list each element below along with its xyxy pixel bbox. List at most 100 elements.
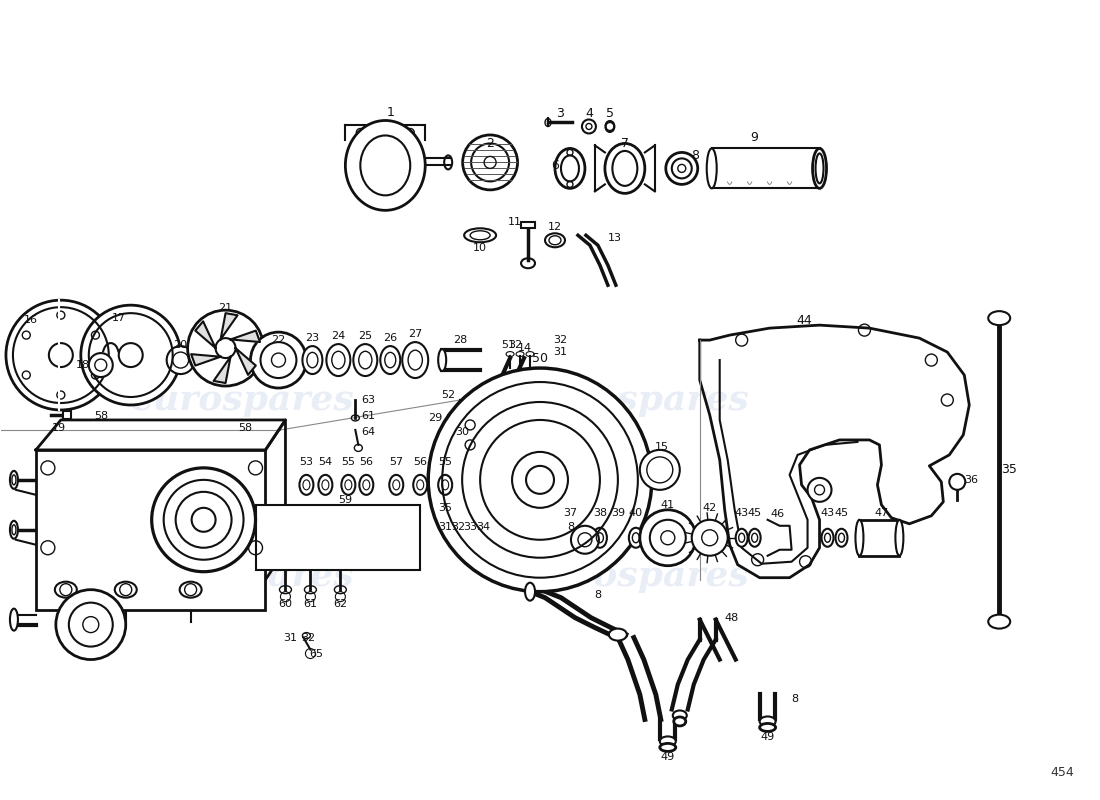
- Text: 16: 16: [24, 315, 37, 325]
- Ellipse shape: [327, 344, 350, 376]
- Ellipse shape: [660, 743, 675, 751]
- Text: 24: 24: [331, 331, 345, 341]
- Text: 48: 48: [725, 613, 739, 622]
- Text: 26: 26: [383, 333, 397, 343]
- Text: eurospares: eurospares: [526, 558, 750, 593]
- Text: 32: 32: [508, 340, 522, 350]
- Text: eurospares: eurospares: [526, 383, 750, 417]
- Circle shape: [152, 468, 255, 572]
- Text: 6: 6: [551, 159, 559, 172]
- Ellipse shape: [660, 737, 675, 746]
- Circle shape: [167, 346, 195, 374]
- Text: 40: 40: [629, 508, 642, 518]
- Ellipse shape: [736, 529, 748, 546]
- Ellipse shape: [895, 520, 903, 556]
- Text: eurospares: eurospares: [131, 383, 354, 417]
- Text: 39: 39: [610, 508, 625, 518]
- Ellipse shape: [464, 228, 496, 242]
- Circle shape: [56, 590, 125, 659]
- Ellipse shape: [345, 121, 426, 210]
- Text: 45: 45: [835, 508, 848, 518]
- Ellipse shape: [10, 471, 18, 489]
- Text: 12: 12: [548, 222, 562, 232]
- Text: 36: 36: [965, 475, 978, 485]
- Text: 60: 60: [278, 598, 293, 609]
- Ellipse shape: [822, 529, 834, 546]
- Ellipse shape: [760, 723, 775, 731]
- Polygon shape: [235, 348, 256, 375]
- Circle shape: [6, 300, 115, 410]
- Text: 25: 25: [359, 331, 373, 341]
- Circle shape: [666, 153, 697, 184]
- Text: 32: 32: [451, 522, 465, 532]
- Text: 59: 59: [339, 495, 352, 505]
- Text: 64: 64: [361, 427, 375, 437]
- Text: 52: 52: [441, 390, 455, 400]
- Text: 29: 29: [428, 413, 442, 423]
- Ellipse shape: [525, 582, 535, 601]
- Ellipse shape: [605, 143, 645, 194]
- Text: 37: 37: [563, 508, 578, 518]
- Text: 50: 50: [532, 351, 548, 365]
- Text: 55: 55: [341, 457, 355, 467]
- Polygon shape: [196, 322, 216, 348]
- Ellipse shape: [760, 717, 775, 726]
- Polygon shape: [231, 330, 260, 342]
- Polygon shape: [191, 354, 221, 366]
- Text: 63: 63: [361, 395, 375, 405]
- Ellipse shape: [361, 135, 410, 195]
- Text: 7: 7: [620, 137, 629, 150]
- Text: 4: 4: [585, 107, 593, 120]
- Text: 58: 58: [94, 411, 108, 421]
- Text: 61: 61: [361, 411, 375, 421]
- Bar: [578, 518, 588, 524]
- Text: 65: 65: [309, 649, 323, 658]
- Text: 56: 56: [414, 457, 427, 467]
- Text: 31: 31: [284, 633, 297, 642]
- Text: 19: 19: [52, 423, 66, 433]
- Ellipse shape: [438, 349, 447, 371]
- Ellipse shape: [381, 346, 400, 374]
- Ellipse shape: [544, 234, 565, 247]
- Polygon shape: [221, 313, 238, 339]
- Circle shape: [640, 510, 695, 566]
- Text: 2: 2: [486, 137, 494, 150]
- Text: 57: 57: [389, 457, 404, 467]
- Ellipse shape: [389, 475, 404, 495]
- Text: 3: 3: [556, 107, 564, 120]
- Text: 56: 56: [360, 457, 373, 467]
- Text: 42: 42: [703, 503, 717, 513]
- Ellipse shape: [55, 582, 77, 598]
- Circle shape: [807, 478, 832, 502]
- Text: 11: 11: [508, 218, 522, 227]
- Ellipse shape: [609, 629, 627, 641]
- Text: 35: 35: [1001, 463, 1018, 476]
- Text: 31: 31: [553, 347, 566, 357]
- Text: 8: 8: [691, 149, 698, 162]
- Ellipse shape: [463, 135, 518, 190]
- Ellipse shape: [318, 475, 332, 495]
- Text: 8: 8: [594, 590, 602, 600]
- Circle shape: [692, 520, 728, 556]
- Circle shape: [89, 353, 113, 377]
- Circle shape: [251, 332, 307, 388]
- Text: 43: 43: [821, 508, 835, 518]
- Text: 30: 30: [455, 427, 470, 437]
- Bar: [36, 450, 265, 610]
- Ellipse shape: [10, 609, 18, 630]
- Text: 41: 41: [661, 500, 675, 510]
- Ellipse shape: [674, 717, 685, 726]
- Text: 13: 13: [608, 234, 622, 243]
- Text: 454: 454: [1050, 766, 1074, 779]
- Text: 10: 10: [473, 243, 487, 254]
- Ellipse shape: [706, 149, 717, 188]
- Text: 22: 22: [272, 335, 286, 345]
- Ellipse shape: [556, 149, 585, 188]
- Ellipse shape: [114, 582, 136, 598]
- Text: 32: 32: [553, 335, 566, 345]
- Text: 58: 58: [239, 423, 253, 433]
- Text: 18: 18: [76, 360, 90, 370]
- Bar: [255, 505, 420, 570]
- Ellipse shape: [299, 475, 314, 495]
- Text: 17: 17: [112, 313, 125, 323]
